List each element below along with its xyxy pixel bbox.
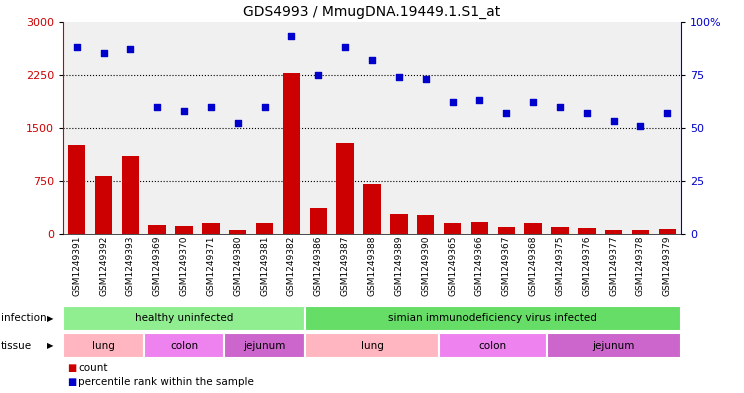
Bar [121, 156, 139, 234]
Point [71, 44, 83, 50]
Text: GSM1249380: GSM1249380 [234, 235, 243, 296]
Bar [605, 230, 623, 234]
Bar [336, 143, 354, 234]
Bar [225, 333, 305, 358]
Point [608, 118, 620, 125]
Text: GSM1249382: GSM1249382 [287, 235, 296, 296]
Text: ■: ■ [67, 363, 76, 373]
Text: percentile rank within the sample: percentile rank within the sample [78, 377, 254, 387]
Bar [547, 333, 681, 358]
Point [312, 72, 324, 78]
Bar [63, 306, 305, 331]
Bar [525, 223, 542, 234]
Bar [283, 73, 300, 234]
Text: ▶: ▶ [47, 314, 54, 323]
Point [259, 103, 271, 110]
Point [232, 120, 244, 127]
Point [97, 50, 109, 57]
Point [420, 76, 432, 82]
Bar [310, 208, 327, 234]
Text: count: count [78, 363, 108, 373]
Text: lung: lung [361, 341, 383, 351]
Bar [498, 228, 515, 234]
Point [527, 99, 539, 105]
Bar [363, 184, 381, 234]
Text: GSM1249392: GSM1249392 [99, 235, 108, 296]
Text: GSM1249390: GSM1249390 [421, 235, 430, 296]
Text: GSM1249388: GSM1249388 [368, 235, 376, 296]
Bar [176, 226, 193, 234]
Point [205, 103, 217, 110]
Bar [256, 223, 273, 234]
Text: GSM1249365: GSM1249365 [448, 235, 457, 296]
Point [446, 99, 458, 105]
Text: jejunum: jejunum [243, 341, 286, 351]
Text: GSM1249368: GSM1249368 [528, 235, 538, 296]
Point [124, 46, 136, 52]
Text: GSM1249378: GSM1249378 [636, 235, 645, 296]
Bar [444, 222, 461, 234]
Point [151, 103, 163, 110]
Point [339, 44, 351, 50]
Bar [390, 214, 408, 234]
Bar [149, 225, 166, 234]
Text: colon: colon [478, 341, 507, 351]
Title: GDS4993 / MmugDNA.19449.1.S1_at: GDS4993 / MmugDNA.19449.1.S1_at [243, 5, 501, 19]
Bar [471, 222, 488, 234]
Text: healthy uninfected: healthy uninfected [135, 313, 234, 323]
Point [473, 97, 485, 103]
Bar [417, 215, 434, 234]
Text: ■: ■ [67, 377, 76, 387]
Bar [658, 229, 676, 234]
Bar [305, 333, 439, 358]
Bar [63, 333, 144, 358]
Point [393, 73, 405, 80]
Bar [439, 333, 547, 358]
Bar [229, 230, 246, 234]
Bar [68, 145, 86, 234]
Text: ▶: ▶ [47, 342, 54, 350]
Point [635, 123, 647, 129]
Text: GSM1249369: GSM1249369 [153, 235, 161, 296]
Text: tissue: tissue [1, 341, 32, 351]
Bar [632, 230, 650, 234]
Text: GSM1249376: GSM1249376 [583, 235, 591, 296]
Bar [305, 306, 681, 331]
Text: GSM1249371: GSM1249371 [206, 235, 216, 296]
Text: GSM1249387: GSM1249387 [341, 235, 350, 296]
Text: GSM1249379: GSM1249379 [663, 235, 672, 296]
Text: GSM1249370: GSM1249370 [179, 235, 188, 296]
Point [554, 103, 566, 110]
Text: GSM1249393: GSM1249393 [126, 235, 135, 296]
Point [500, 110, 512, 116]
Text: GSM1249381: GSM1249381 [260, 235, 269, 296]
Text: GSM1249386: GSM1249386 [314, 235, 323, 296]
Text: colon: colon [170, 341, 198, 351]
Text: GSM1249366: GSM1249366 [475, 235, 484, 296]
Text: GSM1249391: GSM1249391 [72, 235, 81, 296]
Text: GSM1249375: GSM1249375 [556, 235, 565, 296]
Text: GSM1249367: GSM1249367 [501, 235, 510, 296]
Text: lung: lung [92, 341, 115, 351]
Point [581, 110, 593, 116]
Bar [578, 228, 595, 234]
Text: GSM1249377: GSM1249377 [609, 235, 618, 296]
Bar [144, 333, 225, 358]
Bar [94, 176, 112, 234]
Text: infection: infection [1, 313, 46, 323]
Text: jejunum: jejunum [592, 341, 635, 351]
Point [178, 108, 190, 114]
Bar [202, 222, 219, 234]
Text: simian immunodeficiency virus infected: simian immunodeficiency virus infected [388, 313, 597, 323]
Text: GSM1249389: GSM1249389 [394, 235, 403, 296]
Point [366, 57, 378, 63]
Point [661, 110, 673, 116]
Bar [551, 227, 568, 234]
Point [286, 33, 298, 40]
